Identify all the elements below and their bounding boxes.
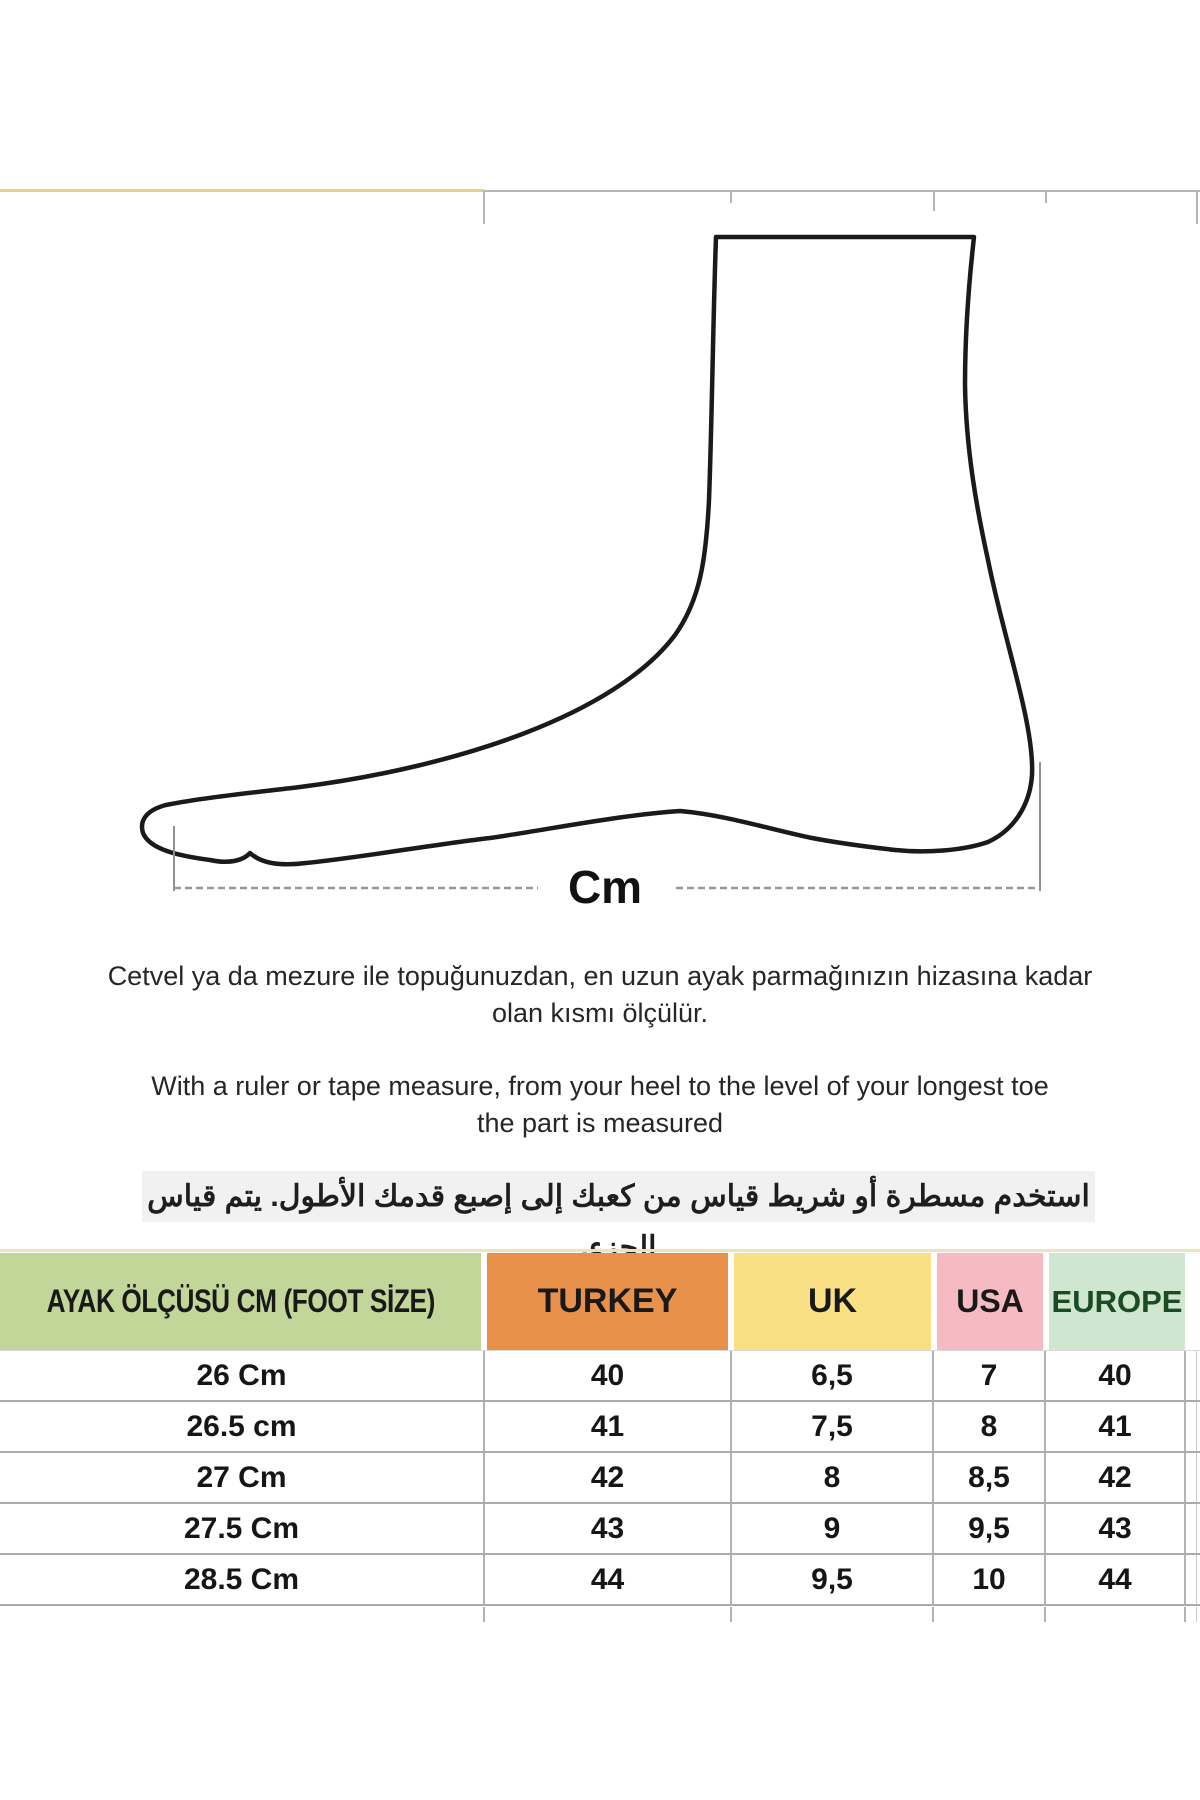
table-cell-europe: 41 (1046, 1402, 1186, 1451)
table-cell-foot-size: 28.5 Cm (0, 1555, 485, 1604)
table-cell-europe: 44 (1046, 1555, 1186, 1604)
table-cell-uk: 6,5 (732, 1351, 934, 1400)
column-header-foot-size-label: AYAK ÖLÇÜSÜ CM (FOOT SİZE) (46, 1283, 435, 1319)
cm-measure-label: Cm (567, 861, 643, 913)
table-cell-spacer (1186, 1504, 1197, 1553)
table-row: 27 Cm 42 8 8,5 42 (0, 1453, 1200, 1504)
table-row: 27.5 Cm 43 9 9,5 43 (0, 1504, 1200, 1555)
table-cell-uk: 9 (732, 1504, 934, 1553)
table-cell-uk: 9,5 (732, 1555, 934, 1604)
grid-tick (483, 190, 485, 224)
table-cell-uk: 7,5 (732, 1402, 934, 1451)
table-row: 26.5 cm 41 7,5 8 41 (0, 1402, 1200, 1453)
column-header-usa: USA (937, 1253, 1043, 1350)
table-row: 28.5 Cm 44 9,5 10 44 (0, 1555, 1200, 1606)
table-cell-spacer (1186, 1351, 1197, 1400)
table-cell-usa: 9,5 (934, 1504, 1046, 1553)
table-cell-europe: 43 (1046, 1504, 1186, 1553)
table-cell-turkey: 42 (485, 1453, 732, 1502)
table-cell-turkey: 43 (485, 1504, 732, 1553)
grid-stub (1184, 1607, 1186, 1622)
grid-stub (483, 1607, 485, 1622)
instruction-english: With a ruler or tape measure, from your … (151, 1071, 1049, 1138)
grid-tick (933, 190, 935, 211)
table-cell-usa: 8,5 (934, 1453, 1046, 1502)
grid-stub (1196, 1607, 1197, 1622)
instruction-turkish: Cetvel ya da mezure ile topuğunuzdan, en… (107, 961, 1093, 1028)
table-cell-turkey: 40 (485, 1351, 732, 1400)
instruction-arabic: استخدم مسطرة أو شريط قياس من كعبك إلى إص… (142, 1171, 1095, 1264)
table-cell-spacer (1186, 1402, 1197, 1451)
table-cell-usa: 8 (934, 1402, 1046, 1451)
grid-tick (730, 190, 732, 203)
table-cell-foot-size: 26.5 cm (0, 1402, 485, 1451)
size-table-body: 26 Cm 40 6,5 7 40 26.5 cm 41 7,5 8 41 27… (0, 1350, 1200, 1606)
table-cell-uk: 8 (732, 1453, 934, 1502)
column-header-uk: UK (734, 1253, 931, 1350)
table-cell-europe: 42 (1046, 1453, 1186, 1502)
foot-outline-path (139, 234, 1035, 867)
table-cell-turkey: 44 (485, 1555, 732, 1604)
table-cell-spacer (1186, 1453, 1197, 1502)
top-grid-line (484, 190, 1200, 192)
table-row: 26 Cm 40 6,5 7 40 (0, 1351, 1200, 1402)
table-cell-usa: 7 (934, 1351, 1046, 1400)
table-cell-turkey: 41 (485, 1402, 732, 1451)
grid-tick (1196, 190, 1198, 224)
table-cell-foot-size: 27.5 Cm (0, 1504, 485, 1553)
table-cell-foot-size: 27 Cm (0, 1453, 485, 1502)
grid-stub (730, 1607, 732, 1622)
table-cell-usa: 10 (934, 1555, 1046, 1604)
grid-tick (1045, 190, 1047, 203)
table-cell-foot-size: 26 Cm (0, 1351, 485, 1400)
top-accent-line (0, 189, 484, 192)
column-header-europe: EUROPE (1049, 1253, 1185, 1350)
column-header-turkey: TURKEY (487, 1253, 728, 1350)
column-header-foot-size: AYAK ÖLÇÜSÜ CM (FOOT SİZE) (0, 1253, 481, 1350)
grid-stub (1044, 1607, 1046, 1622)
header-top-accent-line (0, 1249, 1200, 1252)
grid-stub (932, 1607, 934, 1622)
table-cell-europe: 40 (1046, 1351, 1186, 1400)
table-cell-spacer (1186, 1555, 1197, 1604)
